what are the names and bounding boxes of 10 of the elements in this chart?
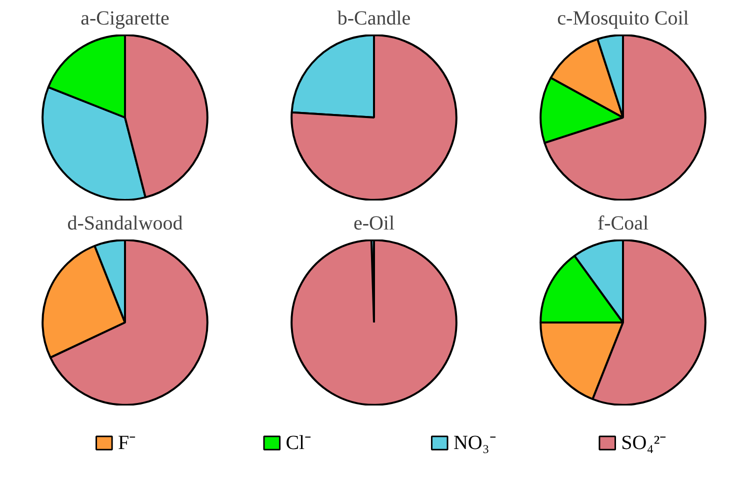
chart-title: e-Oil — [353, 212, 395, 234]
chart-title: d-Sandalwood — [67, 212, 183, 234]
chart-title: a-Cigarette — [80, 8, 170, 30]
chart-title: b-Candle — [337, 8, 411, 30]
legend-label: F⁻ — [118, 432, 136, 454]
chart-title: c-Mosquito Coil — [557, 8, 690, 30]
chart-title: f-Coal — [597, 212, 649, 234]
legend-label: NO₃⁻ — [453, 432, 496, 454]
legend-label: Cl⁻ — [286, 432, 312, 454]
legend-label: SO₄²⁻ — [621, 432, 667, 454]
